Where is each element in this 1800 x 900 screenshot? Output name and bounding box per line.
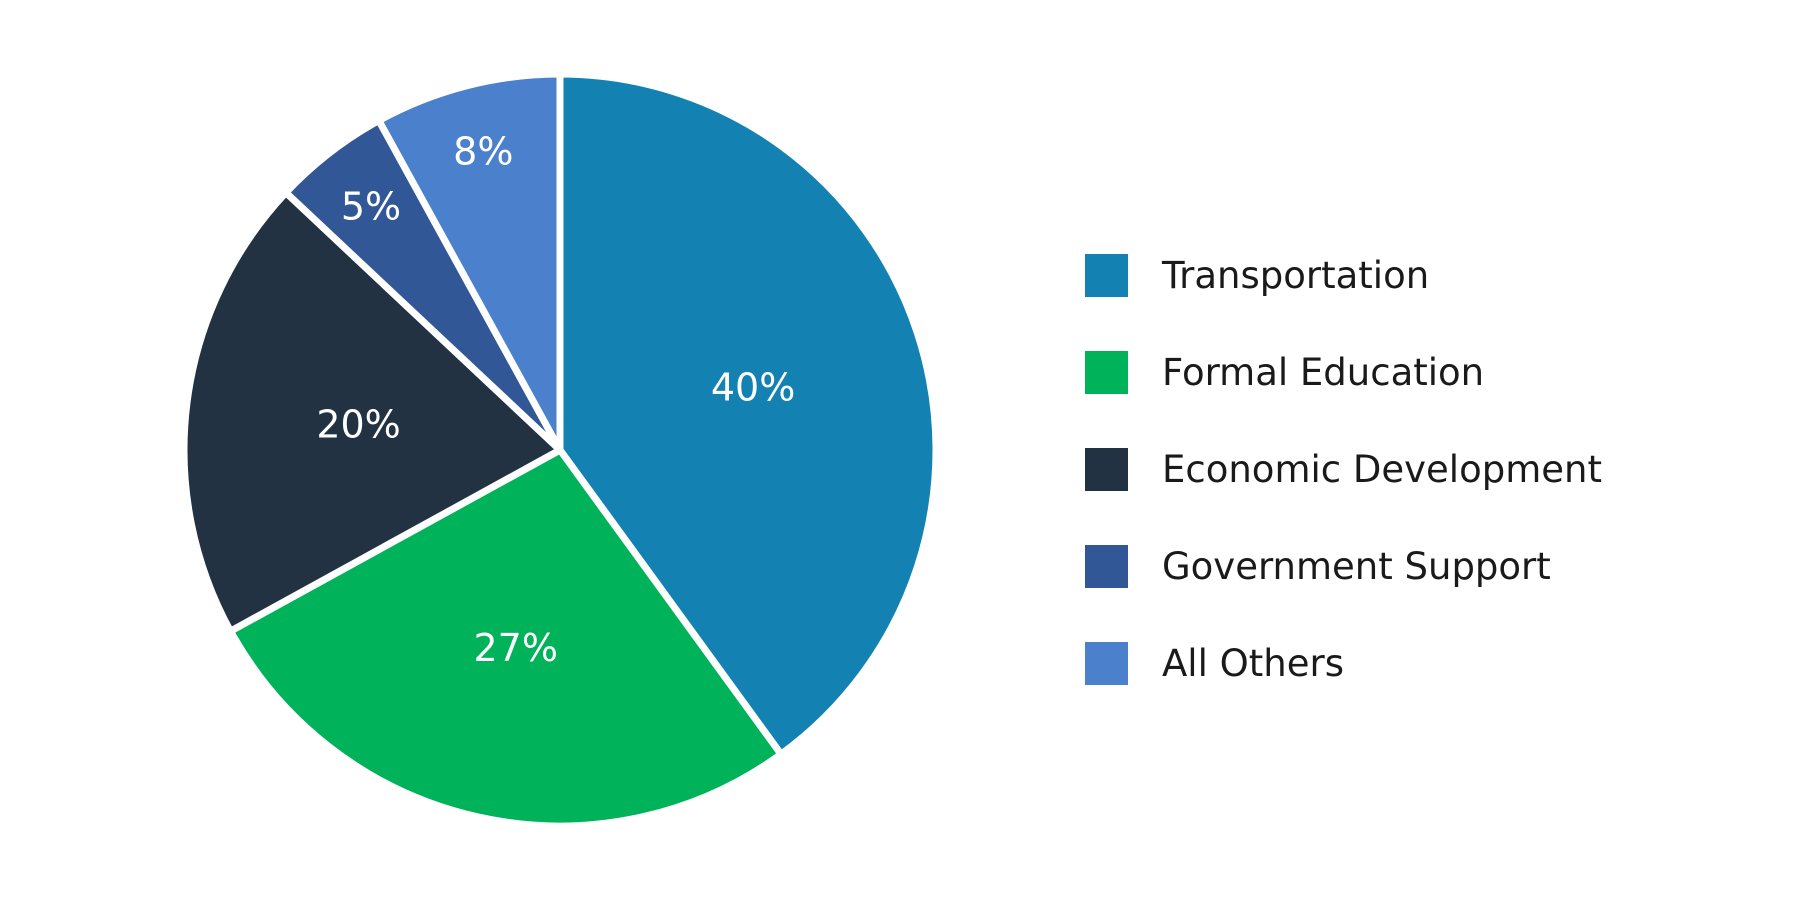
slice-label-transportation: 40% (711, 365, 795, 409)
pie-slice-economic-development (180, 189, 564, 635)
slice-label-economic-development: 20% (316, 403, 400, 447)
legend-item-transportation: Transportation (1085, 254, 1602, 297)
legend-label-transportation: Transportation (1162, 254, 1430, 297)
pie-slice-formal-education (227, 446, 785, 830)
legend-swatch-economic-development (1085, 448, 1128, 491)
pie-slices (180, 70, 940, 830)
pie-slice-transportation (556, 70, 940, 758)
legend-swatch-transportation (1085, 254, 1128, 297)
legend-label-all-others: All Others (1162, 642, 1344, 685)
slice-label-all-others: 8% (453, 129, 513, 173)
legend-swatch-government-support (1085, 545, 1128, 588)
legend: Transportation Formal Education Economic… (1085, 254, 1602, 739)
legend-swatch-all-others (1085, 642, 1128, 685)
pie-slice-all-others (375, 70, 564, 454)
legend-item-formal-education: Formal Education (1085, 351, 1602, 394)
legend-item-government-support: Government Support (1085, 545, 1602, 588)
legend-item-all-others: All Others (1085, 642, 1602, 685)
slice-label-government-support: 5% (341, 184, 401, 228)
pie-labels: 40% 27% 20% 5% 8% (316, 129, 795, 670)
legend-swatch-formal-education (1085, 351, 1128, 394)
legend-label-economic-development: Economic Development (1162, 448, 1602, 491)
legend-label-formal-education: Formal Education (1162, 351, 1485, 394)
legend-item-economic-development: Economic Development (1085, 448, 1602, 491)
slice-label-formal-education: 27% (473, 626, 557, 670)
legend-label-government-support: Government Support (1162, 545, 1551, 588)
